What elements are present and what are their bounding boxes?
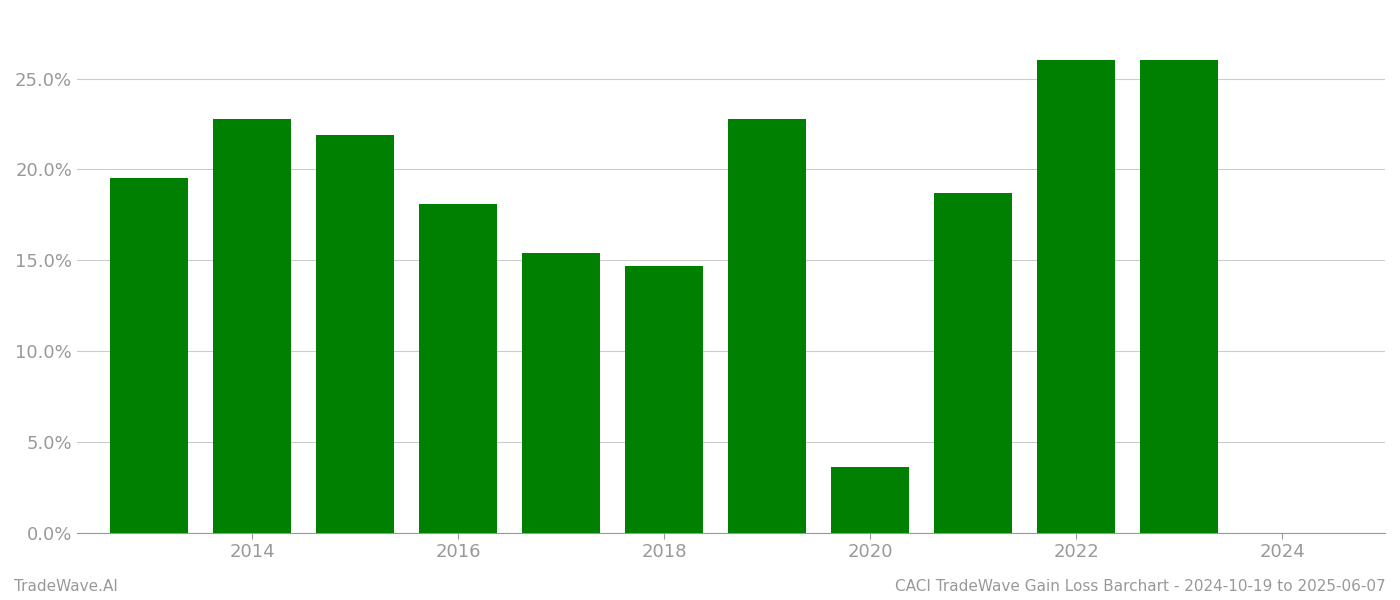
Bar <box>728 119 805 533</box>
Bar <box>934 193 1012 533</box>
Bar <box>111 178 188 533</box>
Bar <box>1037 61 1114 533</box>
Bar <box>626 266 703 533</box>
Bar <box>522 253 599 533</box>
Text: TradeWave.AI: TradeWave.AI <box>14 579 118 594</box>
Bar <box>316 135 393 533</box>
Bar <box>832 467 909 533</box>
Bar <box>1141 61 1218 533</box>
Bar <box>213 119 291 533</box>
Bar <box>420 204 497 533</box>
Text: CACI TradeWave Gain Loss Barchart - 2024-10-19 to 2025-06-07: CACI TradeWave Gain Loss Barchart - 2024… <box>896 579 1386 594</box>
